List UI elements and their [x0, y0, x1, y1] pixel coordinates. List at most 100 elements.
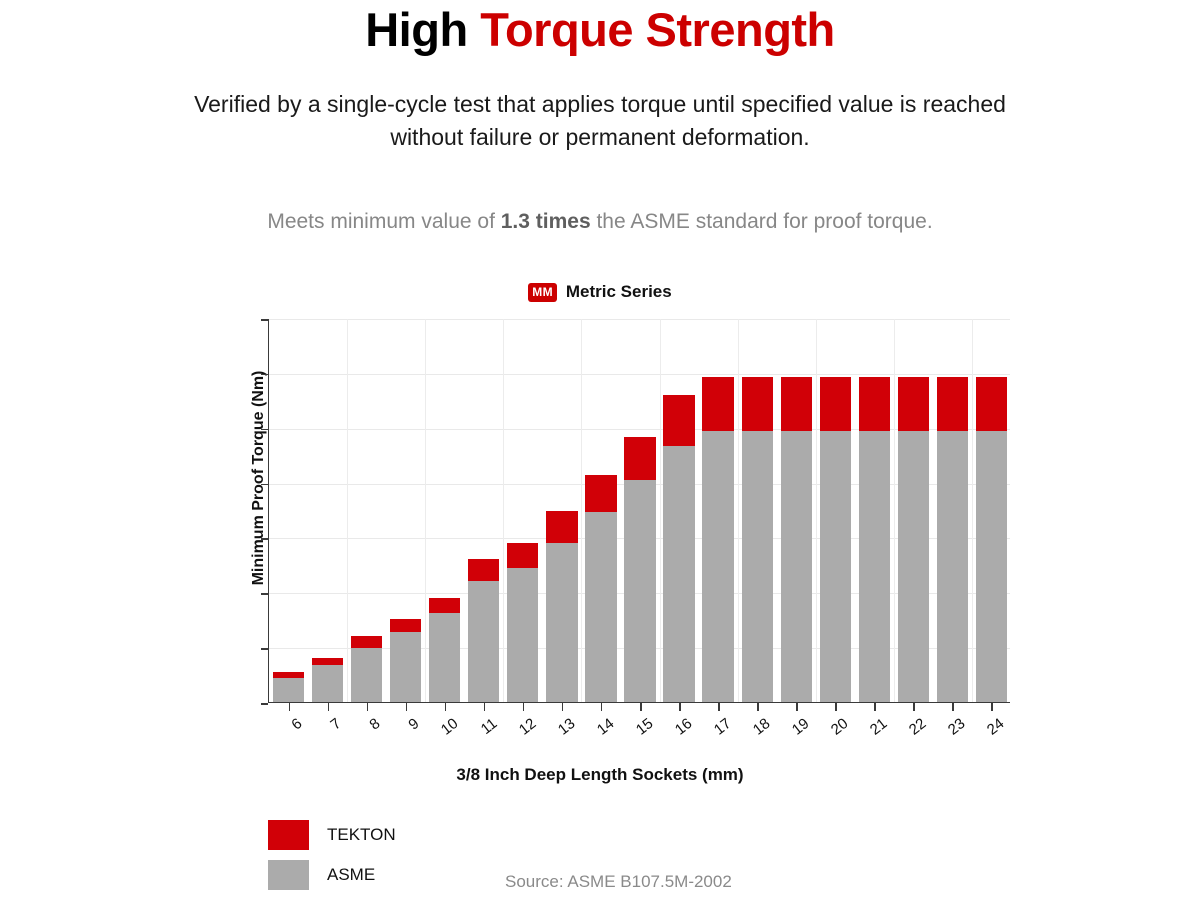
- plot-region: Minimum Proof Torque (Nm) 05010015020025…: [250, 319, 1010, 739]
- bar-segment-tekton: [585, 474, 617, 513]
- bar-stack[interactable]: [390, 618, 422, 702]
- bar-stack[interactable]: [585, 474, 617, 702]
- bar-stack[interactable]: [429, 597, 461, 702]
- x-gridline: [581, 319, 583, 702]
- x-axis-title: 3/8 Inch Deep Length Sockets (mm): [456, 765, 744, 784]
- bar-segment-tekton: [390, 618, 422, 632]
- x-tick-mark: [444, 703, 447, 711]
- x-tick-label: 15: [632, 715, 657, 739]
- bar-segment-tekton: [663, 394, 695, 447]
- bar-segment-asme: [390, 631, 422, 702]
- page-title-part-red: Torque Strength: [480, 3, 835, 56]
- bar-segment-asme: [429, 613, 461, 702]
- x-gridline: [737, 319, 739, 702]
- source-note: Source: ASME B107.5M-2002: [505, 872, 732, 891]
- y-gridline: [269, 319, 1010, 320]
- y-tick-mark: [261, 319, 268, 321]
- x-gridline: [893, 319, 895, 702]
- x-gridline: [815, 319, 817, 702]
- bar-stack[interactable]: [624, 436, 656, 702]
- bar-segment-tekton: [819, 377, 851, 432]
- bar-stack[interactable]: [351, 636, 383, 702]
- bar-stack[interactable]: [546, 511, 578, 702]
- x-tick-mark: [600, 703, 603, 711]
- x-tick-label: 7: [327, 715, 345, 734]
- y-gridline: [269, 373, 1010, 375]
- bar-stack[interactable]: [272, 672, 305, 702]
- bar-segment-tekton: [546, 511, 578, 543]
- x-tick-mark: [835, 703, 837, 711]
- bar-stack[interactable]: [819, 377, 851, 702]
- bar-segment-tekton: [351, 636, 383, 649]
- x-tick-mark: [913, 703, 915, 711]
- bar-stack[interactable]: [780, 377, 812, 702]
- bar-stack[interactable]: [897, 377, 929, 702]
- bar-stack[interactable]: [702, 377, 734, 702]
- bar-segment-asme: [624, 480, 656, 702]
- bar-stack[interactable]: [311, 658, 344, 702]
- bar-stack[interactable]: [663, 394, 695, 702]
- x-tick-label: 16: [671, 715, 696, 739]
- x-tick-mark: [874, 703, 876, 711]
- page-note: Meets minimum value of 1.3 times the ASM…: [120, 210, 1080, 234]
- x-tick-mark: [483, 703, 486, 711]
- x-tick-label: 21: [867, 715, 891, 739]
- legend-item-tekton: TEKTON: [268, 815, 396, 855]
- x-tick-label: 22: [906, 715, 930, 739]
- y-tick-mark: [261, 483, 268, 486]
- metric-badge-icon: MM: [528, 282, 557, 302]
- y-tick-mark: [261, 428, 268, 431]
- x-gridline: [425, 319, 427, 702]
- x-tick-label: 24: [984, 715, 1008, 739]
- bar-stack[interactable]: [858, 377, 890, 702]
- bar-stack[interactable]: [507, 542, 539, 702]
- bar-segment-tekton: [272, 672, 305, 678]
- x-tick-mark: [327, 703, 330, 711]
- bar-segment-tekton: [858, 377, 890, 432]
- legend-swatch-tekton: [268, 820, 309, 850]
- x-tick-mark: [757, 703, 759, 711]
- bar-segment-asme: [702, 431, 734, 702]
- x-tick-mark: [366, 703, 369, 711]
- bar-segment-tekton: [780, 377, 812, 432]
- bar-segment-asme: [272, 677, 305, 702]
- x-tick-label: 12: [515, 715, 540, 739]
- bar-segment-asme: [819, 431, 851, 702]
- x-tick-mark: [640, 703, 642, 711]
- bar-segment-tekton: [702, 377, 734, 432]
- bar-segment-asme: [780, 431, 812, 702]
- y-tick-mark: [261, 593, 268, 595]
- legend-label-asme: ASME: [327, 865, 376, 884]
- bar-stack[interactable]: [936, 377, 969, 702]
- page-subtitle: Verified by a single-cycle test that app…: [194, 91, 1006, 150]
- bar-segment-asme: [897, 431, 929, 702]
- x-tick-label: 6: [287, 715, 305, 734]
- legend-label-tekton: TEKTON: [327, 825, 396, 844]
- x-tick-mark: [522, 703, 525, 711]
- bar-segment-tekton: [624, 436, 656, 481]
- page-note-prefix: Meets minimum value of: [267, 210, 501, 233]
- x-gridline: [659, 319, 661, 702]
- bar-segment-tekton: [741, 377, 773, 432]
- x-gridline: [971, 319, 973, 702]
- bar-stack[interactable]: [468, 559, 500, 702]
- bar-stack[interactable]: [975, 377, 1008, 702]
- x-tick-mark: [679, 703, 681, 711]
- chart-legend: TEKTON ASME: [268, 815, 396, 895]
- bar-segment-tekton: [311, 658, 344, 665]
- bar-stack[interactable]: [741, 377, 773, 702]
- x-tick-label: 14: [593, 715, 618, 739]
- x-tick-mark: [952, 703, 954, 711]
- x-tick-label: 10: [437, 715, 462, 739]
- x-tick-label: 8: [366, 715, 384, 734]
- page-note-emphasis: 1.3 times: [500, 210, 591, 233]
- x-tick-label: 11: [477, 715, 501, 738]
- x-tick-label: 9: [405, 715, 423, 734]
- y-tick-mark: [261, 703, 268, 705]
- page-note-suffix: the ASME standard for proof torque.: [590, 210, 933, 233]
- bar-segment-asme: [585, 512, 617, 702]
- x-tick-label: 13: [554, 715, 579, 739]
- bar-segment-asme: [936, 431, 969, 702]
- x-gridline: [503, 319, 505, 702]
